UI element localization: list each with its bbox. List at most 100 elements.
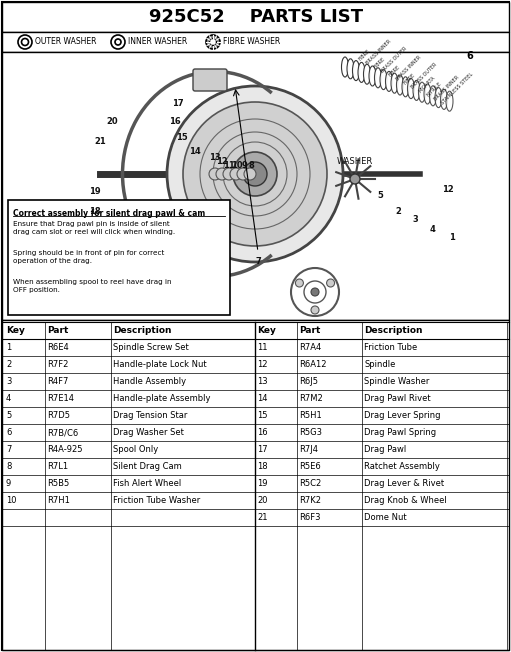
Text: Drag Pawl Spring: Drag Pawl Spring [364, 428, 436, 437]
Text: FIBRE WASHER: FIBRE WASHER [223, 38, 280, 46]
Circle shape [350, 174, 360, 184]
Text: 4: 4 [6, 394, 11, 403]
Text: Drag Knob & Wheel: Drag Knob & Wheel [364, 496, 447, 505]
Text: 5: 5 [6, 411, 11, 420]
Text: When assembling spool to reel have drag in
OFF position.: When assembling spool to reel have drag … [13, 279, 172, 293]
Text: 9: 9 [6, 479, 11, 488]
Text: Description: Description [364, 326, 423, 335]
Text: 8: 8 [6, 462, 11, 471]
Circle shape [206, 35, 220, 49]
Circle shape [243, 162, 267, 186]
Text: R7J4: R7J4 [299, 445, 318, 454]
Text: 3: 3 [412, 216, 418, 224]
Bar [2, 2, 509, 32]
Text: Handle Assembly: Handle Assembly [112, 377, 186, 386]
Text: BRASS OUTER: BRASS OUTER [410, 62, 438, 90]
Text: FIBRE: FIBRE [373, 57, 386, 70]
Ellipse shape [385, 72, 392, 91]
Text: R7F2: R7F2 [47, 360, 68, 369]
Text: INNER WASHER: INNER WASHER [128, 38, 187, 46]
Circle shape [216, 168, 228, 180]
Ellipse shape [413, 80, 420, 100]
Text: 14: 14 [258, 394, 268, 403]
Text: R5G3: R5G3 [299, 428, 322, 437]
Text: BRASS INNER: BRASS INNER [365, 39, 392, 66]
Text: Spool Only: Spool Only [112, 445, 158, 454]
Text: Spindle Washer: Spindle Washer [364, 377, 430, 386]
Text: 13: 13 [258, 377, 268, 386]
Text: R7B/C6: R7B/C6 [47, 428, 79, 437]
Text: FIBRE: FIBRE [358, 48, 371, 62]
Text: Drag Pawl Rivet: Drag Pawl Rivet [364, 394, 431, 403]
Text: R6A12: R6A12 [299, 360, 326, 369]
Text: 8: 8 [248, 160, 254, 170]
Circle shape [327, 279, 335, 287]
Text: 12: 12 [258, 360, 268, 369]
Text: 6: 6 [6, 428, 11, 437]
Text: 20: 20 [106, 117, 118, 126]
Ellipse shape [440, 89, 448, 110]
Text: Drag Tension Star: Drag Tension Star [112, 411, 187, 420]
Text: 17: 17 [258, 445, 268, 454]
Text: STAINLESS STEEL: STAINLESS STEEL [440, 72, 475, 106]
Ellipse shape [391, 73, 398, 93]
Ellipse shape [424, 84, 431, 104]
Text: R7M2: R7M2 [299, 394, 322, 403]
Circle shape [223, 168, 235, 180]
Text: 3: 3 [6, 377, 11, 386]
Text: R7A4: R7A4 [299, 343, 321, 352]
Text: 12: 12 [442, 186, 454, 194]
Text: FIBRE: FIBRE [388, 65, 402, 78]
Text: Drag Pawl: Drag Pawl [364, 445, 406, 454]
Text: BRASS INNER: BRASS INNER [396, 55, 423, 82]
Text: R4A-925: R4A-925 [47, 445, 83, 454]
Circle shape [311, 288, 319, 296]
Text: Dome Nut: Dome Nut [364, 513, 407, 522]
Text: R7K2: R7K2 [299, 496, 321, 505]
Text: 21: 21 [258, 513, 268, 522]
Ellipse shape [347, 59, 354, 79]
Text: 10: 10 [231, 160, 243, 170]
Text: Ratchet Assembly: Ratchet Assembly [364, 462, 440, 471]
Text: MICARTA: MICARTA [418, 75, 437, 94]
Text: OUTER WASHER: OUTER WASHER [35, 38, 97, 46]
Text: 11: 11 [258, 343, 268, 352]
Ellipse shape [341, 57, 349, 77]
Text: 16: 16 [169, 117, 181, 126]
Text: Correct assembly for silent drag pawl & cam: Correct assembly for silent drag pawl & … [13, 209, 205, 218]
Text: 18: 18 [258, 462, 268, 471]
Text: R5E6: R5E6 [299, 462, 320, 471]
Text: 13: 13 [209, 153, 221, 162]
Text: Description: Description [112, 326, 171, 335]
Text: 14: 14 [189, 147, 201, 156]
Bar [2, 52, 509, 320]
Text: 7: 7 [6, 445, 11, 454]
Ellipse shape [353, 61, 360, 81]
Circle shape [210, 38, 217, 46]
Text: Fish Alert Wheel: Fish Alert Wheel [112, 479, 181, 488]
Text: 925C52    PARTS LIST: 925C52 PARTS LIST [149, 8, 363, 26]
Circle shape [183, 102, 327, 246]
Circle shape [167, 86, 343, 262]
Text: 15: 15 [258, 411, 268, 420]
Circle shape [295, 279, 304, 287]
Text: 9: 9 [241, 160, 247, 170]
Text: 5: 5 [377, 190, 383, 200]
Text: 4: 4 [429, 226, 435, 235]
Ellipse shape [363, 64, 370, 84]
Text: Spindle Screw Set: Spindle Screw Set [112, 343, 189, 352]
Text: Drag Washer Set: Drag Washer Set [112, 428, 183, 437]
Text: Part: Part [47, 326, 68, 335]
Text: R5H1: R5H1 [299, 411, 321, 420]
Text: 2: 2 [395, 207, 401, 216]
Text: 6: 6 [467, 51, 473, 61]
Text: Drag Lever Spring: Drag Lever Spring [364, 411, 440, 420]
Text: 1: 1 [449, 233, 455, 241]
Ellipse shape [375, 68, 382, 88]
Ellipse shape [358, 63, 365, 82]
Circle shape [311, 306, 319, 314]
Text: 1: 1 [6, 343, 11, 352]
Text: 7: 7 [255, 258, 261, 267]
Bar [8, 200, 230, 315]
Text: 2: 2 [6, 360, 11, 369]
